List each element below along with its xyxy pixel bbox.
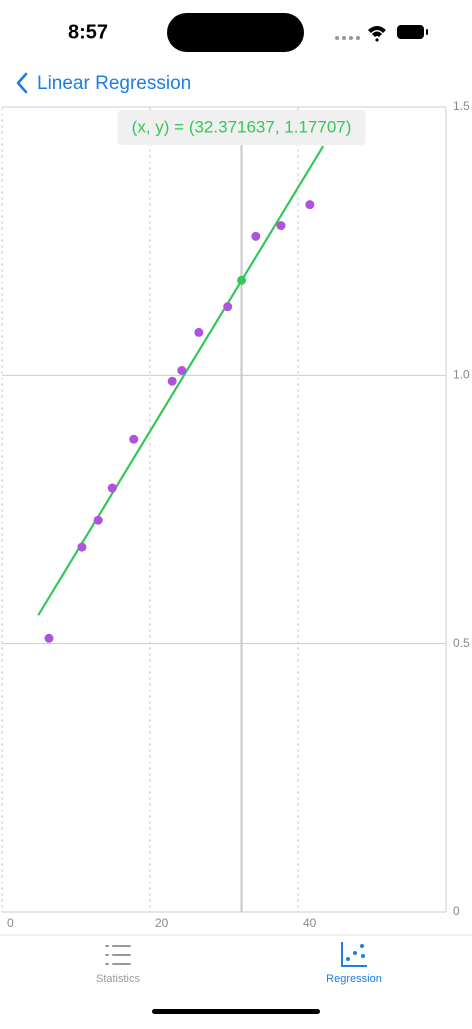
data-point — [305, 200, 315, 210]
tab-label[interactable]: Statistics — [96, 973, 141, 985]
annotation: (x, y) = (32.371637, 1.17707) — [132, 117, 352, 136]
status-time: 8:57 — [68, 21, 108, 43]
data-point — [251, 231, 261, 241]
x-tick-label: 40 — [303, 916, 317, 930]
data-point — [194, 327, 204, 337]
y-tick-label: 1.0 — [453, 368, 470, 382]
back-button[interactable]: Linear Regression — [37, 73, 191, 94]
tab-label[interactable]: Regression — [326, 973, 382, 985]
data-point — [77, 542, 87, 552]
back-chevron[interactable] — [16, 72, 28, 94]
status-icons — [335, 25, 428, 42]
annotation-box — [117, 110, 366, 145]
data-point — [177, 366, 187, 376]
x-tick-label: 0 — [7, 916, 14, 930]
data-point — [44, 633, 54, 643]
regression-line — [37, 145, 325, 616]
y-tick-label: 0 — [453, 904, 460, 918]
data-point — [93, 515, 103, 525]
x-tick-label: 20 — [155, 916, 169, 930]
y-tick-label: 1.5 — [453, 99, 470, 113]
y-tick-label: 0.5 — [453, 636, 470, 650]
dynamic-island — [167, 13, 304, 52]
home-indicator — [152, 1009, 320, 1014]
data-point — [129, 434, 139, 444]
data-point — [167, 376, 177, 386]
plot: 0 20 40 0 0.5 1.0 1.5 (x, y) = (32.371637, 1.17… — [1, 99, 470, 930]
data-point — [276, 221, 286, 231]
data-point — [107, 483, 117, 493]
data-point — [223, 302, 233, 312]
selected-point — [237, 275, 247, 285]
regression-icon[interactable] — [341, 942, 367, 967]
statistics-icon[interactable] — [105, 945, 131, 965]
